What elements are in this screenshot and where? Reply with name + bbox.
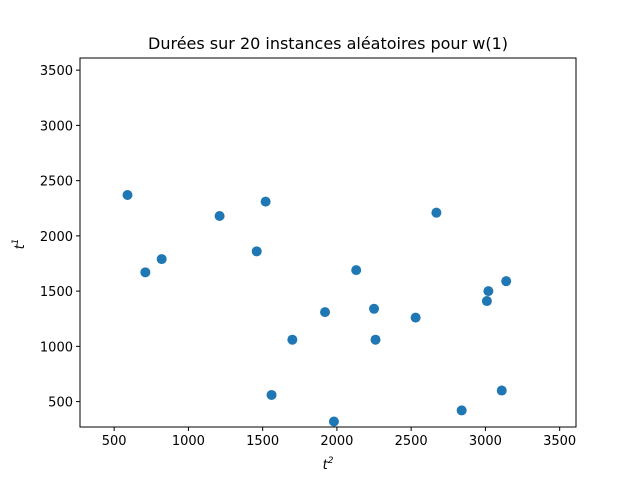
x-tick-label: 2000 xyxy=(320,434,353,449)
data-points xyxy=(122,189,512,427)
x-tick-label: 3000 xyxy=(469,434,502,449)
y-tick-label: 2500 xyxy=(40,175,73,190)
x-axis: 500 1000 1500 2000 2500 3000 3500 xyxy=(102,427,576,449)
y-axis: 500 1000 1500 2000 2500 3000 3500 xyxy=(40,64,80,411)
x-tick-label: 1000 xyxy=(172,434,205,449)
data-point xyxy=(481,296,492,307)
data-point xyxy=(260,196,271,207)
data-point xyxy=(140,267,151,278)
y-axis-label: t1 xyxy=(11,239,28,250)
y-tick-label: 1000 xyxy=(40,340,73,355)
data-point xyxy=(501,276,512,287)
data-point xyxy=(287,334,298,345)
data-point xyxy=(483,286,494,297)
x-tick-label: 3500 xyxy=(543,434,576,449)
x-tick-label: 1500 xyxy=(246,434,279,449)
y-tick-label: 2000 xyxy=(40,230,73,245)
x-tick-label: 500 xyxy=(102,434,127,449)
y-tick-label: 3500 xyxy=(40,64,73,79)
data-point xyxy=(214,210,225,221)
y-tick-label: 500 xyxy=(48,396,73,411)
data-point xyxy=(156,254,167,265)
data-point xyxy=(266,389,277,400)
y-tick-label: 3000 xyxy=(40,119,73,134)
x-axis-label: t2 xyxy=(323,456,334,473)
x-tick-label: 2500 xyxy=(395,434,428,449)
chart-title: Durées sur 20 instances aléatoires pour … xyxy=(148,34,508,53)
axes-frame xyxy=(79,57,577,428)
data-point xyxy=(351,265,362,276)
data-point xyxy=(410,312,421,323)
data-point xyxy=(431,207,442,218)
data-point xyxy=(251,246,262,257)
data-point xyxy=(122,189,133,200)
y-tick-label: 1500 xyxy=(40,285,73,300)
data-point xyxy=(496,385,507,396)
data-point xyxy=(328,416,339,427)
data-point xyxy=(320,307,331,318)
data-point xyxy=(370,334,381,345)
data-point xyxy=(369,303,380,314)
data-point xyxy=(456,405,467,416)
